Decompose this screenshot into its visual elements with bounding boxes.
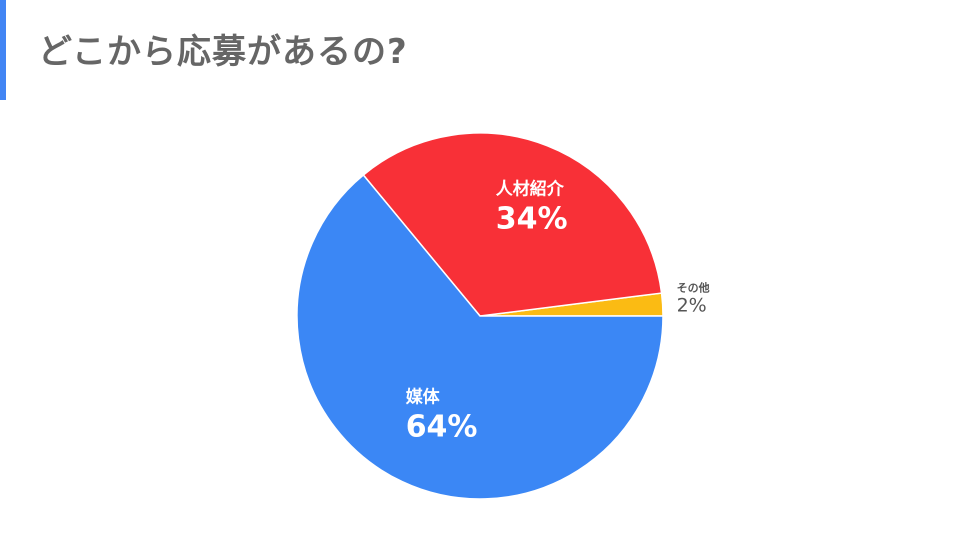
accent-bar (0, 0, 6, 100)
slice-label-0: その他 (677, 281, 710, 295)
slice-label-2: 媒体 (406, 387, 441, 408)
slice-label-1: 人材紹介 (496, 179, 565, 200)
pie-slices (296, 132, 664, 500)
pie-slice-1 (362, 132, 663, 317)
slide-title: どこから応募があるの? (38, 32, 408, 72)
slice-value-1: 34% (496, 202, 568, 237)
pie-slice-2 (296, 173, 664, 500)
slice-value-2: 64% (406, 410, 478, 445)
slice-value-0: 2% (677, 295, 707, 317)
